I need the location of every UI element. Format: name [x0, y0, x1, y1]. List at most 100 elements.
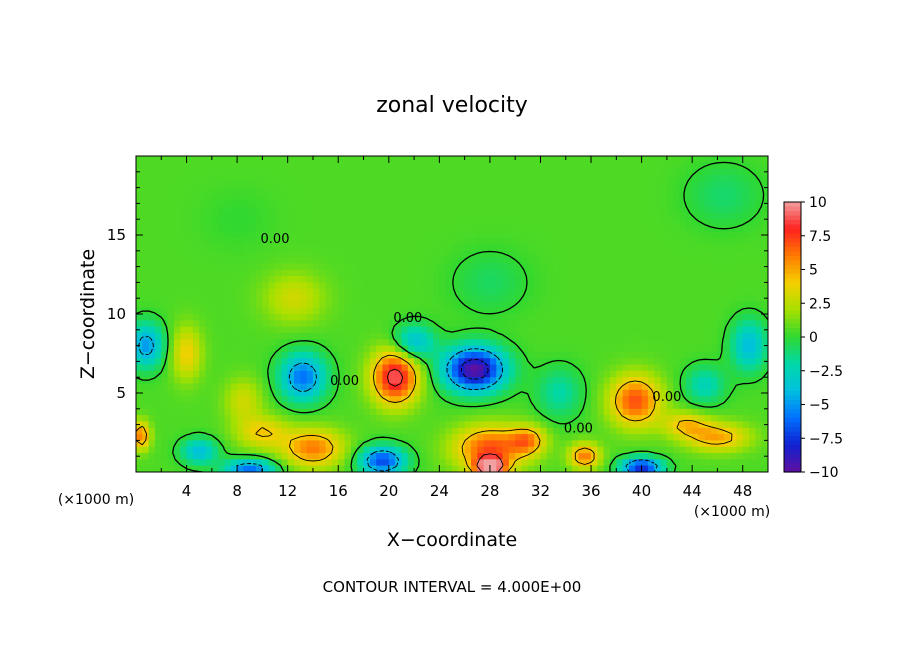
- heatmap-cell: [704, 421, 712, 429]
- heatmap-cell: [395, 187, 403, 195]
- heatmap-cell: [666, 282, 674, 290]
- heatmap-cell: [521, 276, 529, 283]
- heatmap-cell: [186, 415, 194, 423]
- heatmap-cell: [414, 282, 421, 290]
- heatmap-cell: [224, 244, 232, 252]
- heatmap-cell: [635, 288, 643, 296]
- heatmap-cell: [338, 250, 346, 258]
- heatmap-cell: [761, 244, 768, 252]
- heatmap-cell: [704, 168, 712, 176]
- heatmap-cell: [515, 244, 523, 252]
- heatmap-cell: [376, 332, 384, 340]
- heatmap-cell: [142, 446, 150, 454]
- heatmap-cell: [508, 238, 516, 246]
- heatmap-cell: [142, 181, 150, 189]
- heatmap-cell: [628, 326, 636, 334]
- heatmap-cell: [142, 453, 150, 460]
- heatmap-cell: [142, 250, 150, 258]
- heatmap-cell: [591, 168, 598, 176]
- heatmap-cell: [742, 200, 750, 208]
- heatmap-cell: [142, 301, 150, 309]
- heatmap-cell: [369, 421, 377, 429]
- heatmap-cell: [154, 339, 162, 347]
- heatmap-cell: [382, 282, 390, 290]
- heatmap-cell: [180, 301, 188, 309]
- heatmap-cell: [281, 459, 289, 467]
- heatmap-cell: [281, 212, 289, 220]
- heatmap-cell: [369, 301, 377, 309]
- heatmap-cell: [597, 396, 605, 404]
- heatmap-cell: [268, 250, 276, 258]
- heatmap-cell: [192, 314, 200, 321]
- heatmap-cell: [199, 345, 207, 353]
- heatmap-cell: [325, 174, 333, 182]
- heatmap-cell: [319, 244, 327, 252]
- heatmap-cell: [742, 295, 750, 302]
- heatmap-cell: [414, 212, 421, 220]
- heatmap-cell: [445, 193, 453, 201]
- heatmap-cell: [508, 231, 516, 239]
- heatmap-cell: [489, 282, 497, 290]
- heatmap-cell: [452, 453, 459, 460]
- heatmap-cell: [515, 434, 523, 441]
- heatmap-cell: [420, 389, 428, 397]
- heatmap-cell: [685, 219, 693, 227]
- heatmap-cell: [736, 434, 744, 441]
- heatmap-cell: [654, 396, 662, 404]
- heatmap-cell: [445, 200, 453, 208]
- heatmap-cell: [186, 402, 194, 410]
- heatmap-cell: [591, 427, 598, 435]
- heatmap-cell: [338, 269, 346, 277]
- heatmap-cell: [635, 402, 643, 410]
- heatmap-cell: [647, 200, 655, 208]
- heatmap-cell: [319, 389, 327, 397]
- heatmap-cell: [382, 174, 390, 182]
- heatmap-cell: [578, 257, 586, 265]
- heatmap-cell: [395, 421, 403, 429]
- heatmap-cell: [673, 238, 681, 246]
- heatmap-cell: [199, 244, 207, 252]
- heatmap-cell: [256, 212, 263, 220]
- heatmap-cell: [319, 440, 327, 448]
- heatmap-cell: [287, 332, 295, 340]
- heatmap-cell: [420, 377, 428, 385]
- heatmap-cell: [534, 446, 542, 454]
- heatmap-cell: [723, 389, 731, 397]
- heatmap-cell: [275, 326, 282, 334]
- heatmap-cell: [515, 174, 523, 182]
- heatmap-cell: [698, 295, 706, 302]
- heatmap-cell: [161, 162, 169, 170]
- heatmap-cell: [331, 263, 339, 271]
- heatmap-cell: [331, 250, 339, 258]
- heatmap-cell: [502, 206, 510, 214]
- heatmap-cell: [635, 427, 643, 435]
- heatmap-cell: [647, 225, 655, 233]
- heatmap-cell: [704, 282, 712, 290]
- heatmap-cell: [711, 427, 719, 435]
- heatmap-cell: [464, 288, 472, 296]
- heatmap-cell: [736, 427, 744, 435]
- heatmap-cell: [508, 200, 516, 208]
- heatmap-cell: [256, 465, 263, 472]
- heatmap-cell: [603, 257, 611, 265]
- heatmap-cell: [300, 168, 308, 176]
- heatmap-cell: [388, 421, 396, 429]
- heatmap-cell: [483, 415, 491, 423]
- heatmap-cell: [458, 219, 466, 227]
- heatmap-cell: [515, 225, 523, 233]
- heatmap-cell: [736, 276, 744, 283]
- heatmap-cell: [192, 396, 200, 404]
- heatmap-cell: [433, 332, 440, 340]
- heatmap-cell: [262, 219, 270, 227]
- heatmap-cell: [717, 269, 725, 277]
- heatmap-cell: [711, 219, 719, 227]
- heatmap-cell: [331, 351, 339, 359]
- heatmap-cell: [230, 370, 238, 378]
- heatmap-cell: [218, 345, 226, 353]
- heatmap-cell: [211, 364, 219, 372]
- heatmap-cell: [489, 257, 497, 265]
- heatmap-cell: [508, 168, 516, 176]
- heatmap-cell: [388, 459, 396, 467]
- heatmap-cell: [553, 402, 561, 410]
- heatmap-cell: [154, 358, 162, 366]
